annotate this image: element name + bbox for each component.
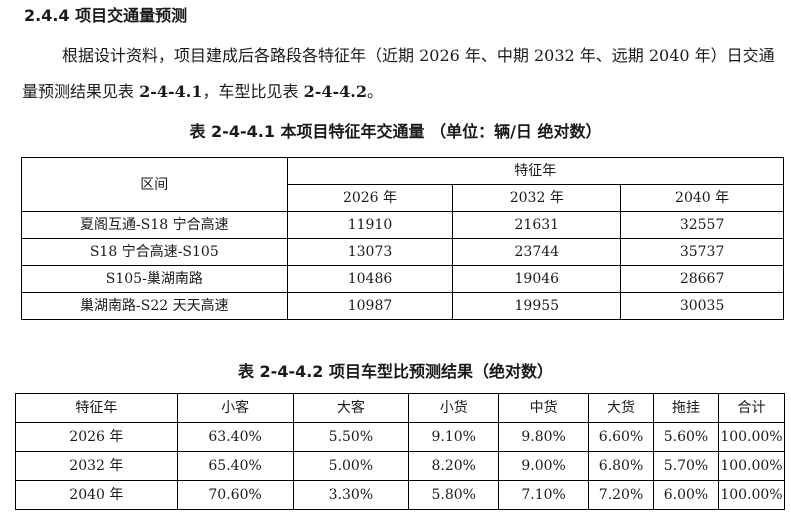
table2-caption: 表 2-4-4.2 项目车型比预测结果（绝对数） <box>237 362 554 381</box>
year-cell: 2032 年 <box>15 451 178 481</box>
ratio-cell: 6.80% <box>588 451 654 481</box>
table-row: S18 宁合高速-S105 13073 23744 35737 <box>21 238 784 266</box>
ratio-cell: 9.00% <box>498 451 590 481</box>
ratio-cell: 3.30% <box>292 480 410 510</box>
paragraph-text-2: ，车型比见表 <box>202 82 304 101</box>
segment-cell: 巢湖南路-S22 天天高速 <box>21 292 288 320</box>
section-title: 2.4.4 项目交通量预测 <box>24 6 188 25</box>
segment-cell: 夏阁互通-S18 宁合高速 <box>21 211 288 239</box>
ratio-cell: 70.60% <box>176 480 294 510</box>
segment-cell: S105-巢湖南路 <box>21 265 288 293</box>
ratio-cell: 5.60% <box>653 422 719 452</box>
ratio-cell: 5.80% <box>408 480 500 510</box>
header-cell: 小客 <box>176 393 294 423</box>
table-ref-2: 2-4-4.2 <box>303 82 367 101</box>
table1-year-row: 2026 年 2032 年 2040 年 <box>22 184 784 212</box>
value-cell: 23744 <box>452 238 622 266</box>
ratio-cell: 9.80% <box>498 422 590 452</box>
header-cell: 中货 <box>498 393 590 423</box>
table-ref-1: 2-4-4.1 <box>139 82 203 101</box>
header-segment: 区间 <box>21 157 288 212</box>
ratio-cell: 5.70% <box>653 451 719 481</box>
table-row: 2026 年 63.40% 5.50% 9.10% 9.80% 6.60% 5.… <box>15 422 786 452</box>
header-feature-year: 特征年 <box>286 157 785 185</box>
ratio-cell: 7.20% <box>588 480 654 510</box>
value-cell: 10486 <box>286 265 454 293</box>
header-cell: 小货 <box>408 393 500 423</box>
paragraph-text-3: 。 <box>366 82 383 101</box>
ratio-cell: 6.60% <box>588 422 654 452</box>
value-cell: 11910 <box>286 211 454 239</box>
header-cell: 特征年 <box>15 393 178 423</box>
year-cell: 2040 年 <box>15 480 178 510</box>
value-cell: 10987 <box>286 292 454 320</box>
ratio-cell: 5.50% <box>292 422 410 452</box>
vehicle-type-ratio-table: 特征年 小客 大客 小货 中货 大货 拖挂 合计 2026 年 63.40% 5… <box>15 393 786 510</box>
table-row: 2040 年 70.60% 3.30% 5.80% 7.10% 7.20% 6.… <box>15 480 786 510</box>
header-cell: 合计 <box>717 393 786 423</box>
value-cell: 35737 <box>620 238 784 266</box>
table-row: 2032 年 65.40% 5.00% 8.20% 9.00% 6.80% 5.… <box>15 451 786 481</box>
table1-header-row: 区间 特征年 <box>21 157 785 212</box>
table1-caption: 表 2-4-4.1 本项目特征年交通量 （单位：辆/日 绝对数） <box>189 122 602 141</box>
paragraph-text-1: 根据设计资料，项目建成后各路段各特征年（近期 2026 年、中期 2032 年、… <box>22 46 775 101</box>
value-cell: 21631 <box>452 211 622 239</box>
traffic-volume-table: 区间 特征年 2026 年 2032 年 2040 年 夏阁互通-S18 宁合高… <box>21 157 785 320</box>
table-row: S105-巢湖南路 10486 19046 28667 <box>21 265 784 293</box>
header-year: 2040 年 <box>620 184 784 212</box>
total-cell: 100.00% <box>717 422 786 452</box>
value-cell: 28667 <box>620 265 784 293</box>
header-cell: 大货 <box>588 393 654 423</box>
header-cell: 拖挂 <box>653 393 719 423</box>
header-year: 2026 年 <box>286 184 454 212</box>
ratio-cell: 5.00% <box>292 451 410 481</box>
ratio-cell: 6.00% <box>653 480 719 510</box>
table2-header-row: 特征年 小客 大客 小货 中货 大货 拖挂 合计 <box>15 393 786 423</box>
ratio-cell: 9.10% <box>408 422 500 452</box>
value-cell: 30035 <box>620 292 784 320</box>
total-cell: 100.00% <box>717 451 786 481</box>
table-row: 巢湖南路-S22 天天高速 10987 19955 30035 <box>21 292 784 320</box>
intro-paragraph: 根据设计资料，项目建成后各路段各特征年（近期 2026 年、中期 2032 年、… <box>22 38 782 110</box>
value-cell: 19955 <box>452 292 622 320</box>
table-row: 夏阁互通-S18 宁合高速 11910 21631 32557 <box>21 211 784 239</box>
segment-cell: S18 宁合高速-S105 <box>21 238 288 266</box>
value-cell: 32557 <box>620 211 784 239</box>
ratio-cell: 65.40% <box>176 451 294 481</box>
ratio-cell: 7.10% <box>498 480 590 510</box>
value-cell: 13073 <box>286 238 454 266</box>
total-cell: 100.00% <box>717 480 786 510</box>
year-cell: 2026 年 <box>15 422 178 452</box>
header-year: 2032 年 <box>452 184 622 212</box>
ratio-cell: 63.40% <box>176 422 294 452</box>
value-cell: 19046 <box>452 265 622 293</box>
ratio-cell: 8.20% <box>408 451 500 481</box>
header-cell: 大客 <box>292 393 410 423</box>
